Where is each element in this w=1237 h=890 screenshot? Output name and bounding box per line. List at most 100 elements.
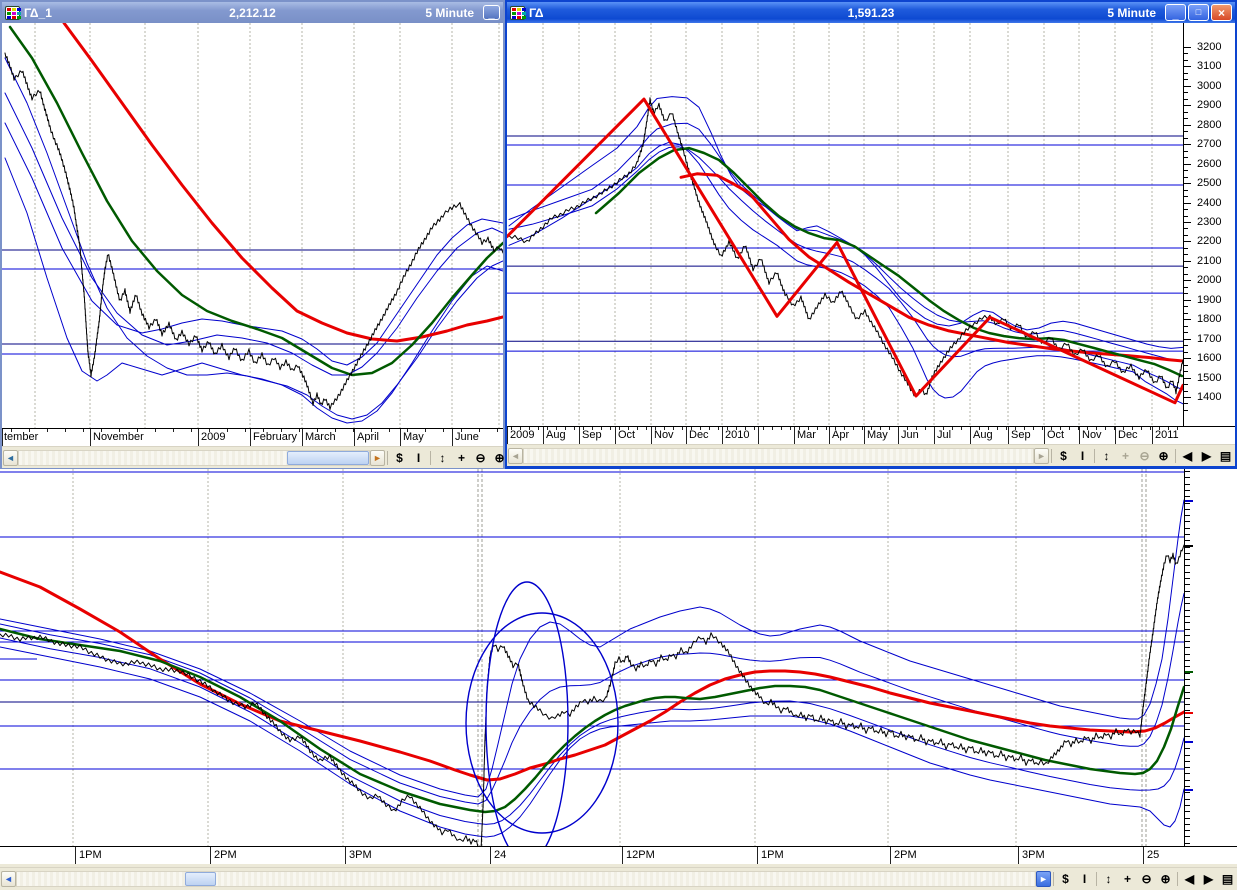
price-axis-tick bbox=[1185, 515, 1190, 516]
toolbar-separator bbox=[1051, 449, 1052, 463]
scrollbar-track[interactable] bbox=[523, 448, 1034, 464]
price-axis-tick bbox=[1185, 805, 1190, 806]
scale-icon[interactable]: $ bbox=[1054, 447, 1073, 464]
axis-minor-tick bbox=[155, 429, 156, 432]
scrollbar-thumb[interactable] bbox=[185, 872, 216, 886]
intraday-chart-panel: 1PM2PM3PM2412PM1PM2PM3PM25 ◄►$I↕+⊖⊕◀▶▤ bbox=[0, 469, 1237, 890]
series-end-mark bbox=[1185, 789, 1193, 791]
price-axis-minor-tick bbox=[1184, 157, 1188, 158]
zoom-in-icon[interactable]: ⊕ bbox=[1156, 870, 1175, 887]
scrollbar-track[interactable] bbox=[18, 450, 370, 466]
axis-separator bbox=[1018, 847, 1019, 864]
cursor-icon[interactable]: I bbox=[1073, 447, 1092, 464]
axis-minor-tick bbox=[497, 429, 498, 432]
price-axis-minor-tick bbox=[1184, 170, 1188, 171]
price-axis-label: 3200 bbox=[1197, 41, 1221, 53]
prev-chart-icon[interactable]: ◀ bbox=[1180, 870, 1199, 887]
scrollbar-thumb[interactable] bbox=[287, 451, 369, 465]
chart-list-icon[interactable]: ▤ bbox=[1216, 447, 1235, 464]
price-axis-label: 1700 bbox=[1197, 333, 1221, 345]
close-button[interactable]: × bbox=[1211, 4, 1232, 21]
axis-separator bbox=[345, 847, 346, 864]
zoom-out-icon[interactable]: ⊖ bbox=[1137, 870, 1156, 887]
scale-icon[interactable]: $ bbox=[390, 449, 409, 466]
price-axis-tick bbox=[1185, 818, 1190, 819]
scale-icon[interactable]: $ bbox=[1056, 870, 1075, 887]
axis-separator bbox=[758, 427, 759, 444]
price-axis-tick bbox=[1184, 280, 1191, 281]
maximize-button[interactable]: □ bbox=[1188, 4, 1209, 21]
price-axis-tick bbox=[1185, 610, 1190, 611]
time-axis-label: 12PM bbox=[626, 849, 655, 861]
price-chart-intraday[interactable] bbox=[0, 469, 1184, 846]
pan-icon[interactable]: + bbox=[452, 449, 471, 466]
series-band-inner-up bbox=[0, 594, 1184, 805]
next-chart-icon[interactable]: ▶ bbox=[1197, 447, 1216, 464]
titlebar-gd[interactable]: ΓΔ 1,591.23 5 Minute _ □ × bbox=[507, 2, 1235, 23]
price-axis-label: 2300 bbox=[1197, 216, 1221, 228]
minimize-button[interactable]: _ bbox=[483, 5, 500, 20]
scroll-left-button[interactable]: ◄ bbox=[3, 450, 18, 466]
pan-icon[interactable]: + bbox=[1118, 870, 1137, 887]
price-axis-minor-tick bbox=[1184, 313, 1188, 314]
time-axis-label: 24 bbox=[494, 849, 506, 861]
axis-separator bbox=[1152, 427, 1153, 444]
chart-scrollbar-intraday[interactable]: ◄ ► $I ↕+⊖⊕ ◀▶▤ bbox=[0, 867, 1237, 889]
vertical-zoom-icon[interactable]: ↕ bbox=[1099, 870, 1118, 887]
time-axis-label: 2009 bbox=[201, 431, 225, 443]
scroll-right-button[interactable]: ► bbox=[370, 450, 385, 466]
axis-separator bbox=[90, 429, 91, 446]
axis-separator bbox=[302, 429, 303, 446]
price-axis-tick bbox=[1184, 125, 1191, 126]
scroll-left-button[interactable]: ◄ bbox=[1, 871, 16, 887]
series-band-d bbox=[5, 158, 503, 423]
axis-separator bbox=[198, 429, 199, 446]
scroll-left-button[interactable]: ◄ bbox=[508, 448, 523, 464]
scroll-right-button[interactable]: ► bbox=[1034, 448, 1049, 464]
chart-scrollbar-ga1[interactable]: ◄►$I↕+⊖⊕ bbox=[2, 446, 503, 468]
titlebar-ga1[interactable]: ΓΔ_1 2,212.12 5 Minute _ bbox=[2, 2, 503, 23]
price-axis-label: 2600 bbox=[1197, 158, 1221, 170]
price-axis-label: 1400 bbox=[1197, 391, 1221, 403]
series-band-lower bbox=[509, 142, 1183, 404]
axis-minor-tick bbox=[245, 429, 246, 432]
price-axis-tick bbox=[1185, 471, 1190, 472]
zoom-in-icon[interactable]: ⊕ bbox=[1154, 447, 1173, 464]
zoom-out-icon[interactable]: ⊖ bbox=[1135, 447, 1154, 464]
axis-separator bbox=[864, 427, 865, 444]
price-chart-gd[interactable] bbox=[507, 23, 1183, 426]
minimize-button[interactable]: _ bbox=[1165, 4, 1186, 21]
price-axis-minor-tick bbox=[1184, 79, 1188, 80]
price-axis-tick bbox=[1184, 319, 1191, 320]
price-axis-minor-tick bbox=[1184, 177, 1188, 178]
next-chart-icon[interactable]: ▶ bbox=[1199, 870, 1218, 887]
price-axis-minor-tick bbox=[1184, 403, 1188, 404]
price-axis-gd[interactable]: 3200310030002900280027002600250024002300… bbox=[1183, 23, 1235, 426]
time-axis-label: Nov bbox=[654, 429, 674, 441]
vertical-zoom-icon[interactable]: ↕ bbox=[1097, 447, 1116, 464]
price-axis-tick bbox=[1184, 183, 1191, 184]
chart-list-icon[interactable]: ▤ bbox=[1218, 870, 1237, 887]
series-end-mark bbox=[1185, 500, 1193, 502]
price-axis-label: 3100 bbox=[1197, 60, 1221, 72]
axis-separator bbox=[934, 427, 935, 444]
window-title: ΓΔ bbox=[529, 6, 544, 20]
price-axis-tick bbox=[1185, 641, 1190, 642]
price-axis-tick bbox=[1185, 654, 1190, 655]
pan-icon[interactable]: + bbox=[1116, 447, 1135, 464]
zoom-out-icon[interactable]: ⊖ bbox=[471, 449, 490, 466]
axis-separator bbox=[579, 427, 580, 444]
price-chart-ga1[interactable] bbox=[2, 23, 503, 428]
vertical-zoom-icon[interactable]: ↕ bbox=[433, 449, 452, 466]
cursor-icon[interactable]: I bbox=[1075, 870, 1094, 887]
scroll-right-button[interactable]: ► bbox=[1036, 871, 1051, 887]
price-axis-intraday[interactable] bbox=[1184, 469, 1237, 846]
price-axis-label: 2400 bbox=[1197, 197, 1221, 209]
price-axis-tick bbox=[1185, 679, 1190, 680]
price-axis-label: 2000 bbox=[1197, 274, 1221, 286]
prev-chart-icon[interactable]: ◀ bbox=[1178, 447, 1197, 464]
chart-scrollbar-gd[interactable]: ◄ ► $I ↕+⊖⊕ ◀▶▤ bbox=[507, 444, 1235, 466]
cursor-icon[interactable]: I bbox=[409, 449, 428, 466]
axis-minor-tick bbox=[1006, 427, 1007, 430]
scrollbar-track[interactable] bbox=[16, 871, 1036, 887]
